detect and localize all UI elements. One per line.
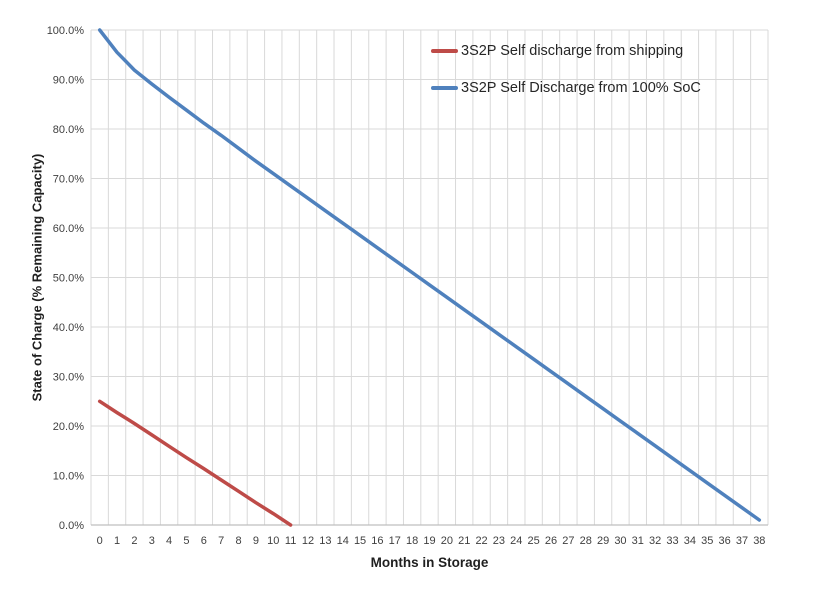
- y-tick-label: 0.0%: [59, 520, 84, 532]
- x-tick-label: 19: [423, 535, 435, 547]
- x-tick-label: 1: [114, 535, 120, 547]
- y-tick-label: 80.0%: [53, 124, 84, 136]
- x-tick-label: 21: [458, 535, 470, 547]
- series-line-shipping: [97, 399, 293, 527]
- legend-label-100soc: 3S2P Self Discharge from 100% SoC: [461, 79, 701, 96]
- y-tick-label: 60.0%: [53, 223, 84, 235]
- y-tick-label: 10.0%: [53, 471, 84, 483]
- legend-line-blue-icon: [431, 85, 458, 90]
- x-tick-label: 34: [684, 535, 696, 547]
- x-tick-label: 16: [371, 535, 383, 547]
- x-tick-label: 13: [319, 535, 331, 547]
- x-tick-label: 15: [354, 535, 366, 547]
- y-tick-label: 20.0%: [53, 421, 84, 433]
- x-tick-label: 24: [510, 535, 522, 547]
- x-tick-label: 23: [493, 535, 505, 547]
- y-tick-label: 30.0%: [53, 372, 84, 384]
- x-tick-label: 6: [201, 535, 207, 547]
- y-tick-label: 40.0%: [53, 322, 84, 334]
- x-tick-label: 11: [285, 535, 296, 547]
- x-tick-label: 28: [580, 535, 592, 547]
- x-tick-label: 32: [649, 535, 661, 547]
- x-tick-label: 38: [753, 535, 765, 547]
- x-tick-label: 25: [528, 535, 540, 547]
- x-tick-label: 2: [131, 535, 137, 547]
- y-tick-label: 50.0%: [53, 273, 84, 285]
- legend-item-shipping: 3S2P Self discharge from shipping: [431, 40, 701, 61]
- x-axis-title: Months in Storage: [370, 555, 489, 570]
- x-tick-label: 29: [597, 535, 609, 547]
- x-tick-label: 37: [736, 535, 748, 547]
- legend-label-shipping: 3S2P Self discharge from shipping: [461, 42, 684, 59]
- x-tick-label: 9: [253, 535, 259, 547]
- y-tick-label: 90.0%: [53, 75, 84, 87]
- x-tick-label: 8: [235, 535, 241, 547]
- x-tick-label: 20: [441, 535, 453, 547]
- x-tick-label: 12: [302, 535, 314, 547]
- x-tick-label: 5: [183, 535, 189, 547]
- x-tick-label: 27: [562, 535, 574, 547]
- x-tick-label: 17: [389, 535, 401, 547]
- x-tick-label: 26: [545, 535, 557, 547]
- legend-item-100soc: 3S2P Self Discharge from 100% SoC: [431, 77, 701, 98]
- x-tick-label: 4: [166, 535, 172, 547]
- x-tick-label: 31: [632, 535, 644, 547]
- x-tick-label: 7: [218, 535, 224, 547]
- y-axis-title: State of Charge (% Remaining Capacity): [29, 153, 45, 402]
- x-tick-label: 35: [701, 535, 713, 547]
- x-tick-label: 33: [666, 535, 678, 547]
- chart-legend: 3S2P Self discharge from shipping 3S2P S…: [431, 40, 701, 98]
- series-line-100soc: [97, 28, 762, 522]
- x-tick-label: 14: [337, 535, 349, 547]
- x-tick-label: 22: [475, 535, 487, 547]
- x-tick-label: 3: [149, 535, 155, 547]
- y-tick-label: 70.0%: [53, 174, 84, 186]
- x-tick-label: 30: [614, 535, 626, 547]
- x-tick-label: 0: [97, 535, 103, 547]
- x-tick-label: 18: [406, 535, 418, 547]
- x-tick-label: 10: [267, 535, 279, 547]
- legend-line-red-icon: [431, 48, 458, 53]
- x-tick-label: 36: [718, 535, 730, 547]
- y-tick-label: 100.0%: [47, 25, 85, 37]
